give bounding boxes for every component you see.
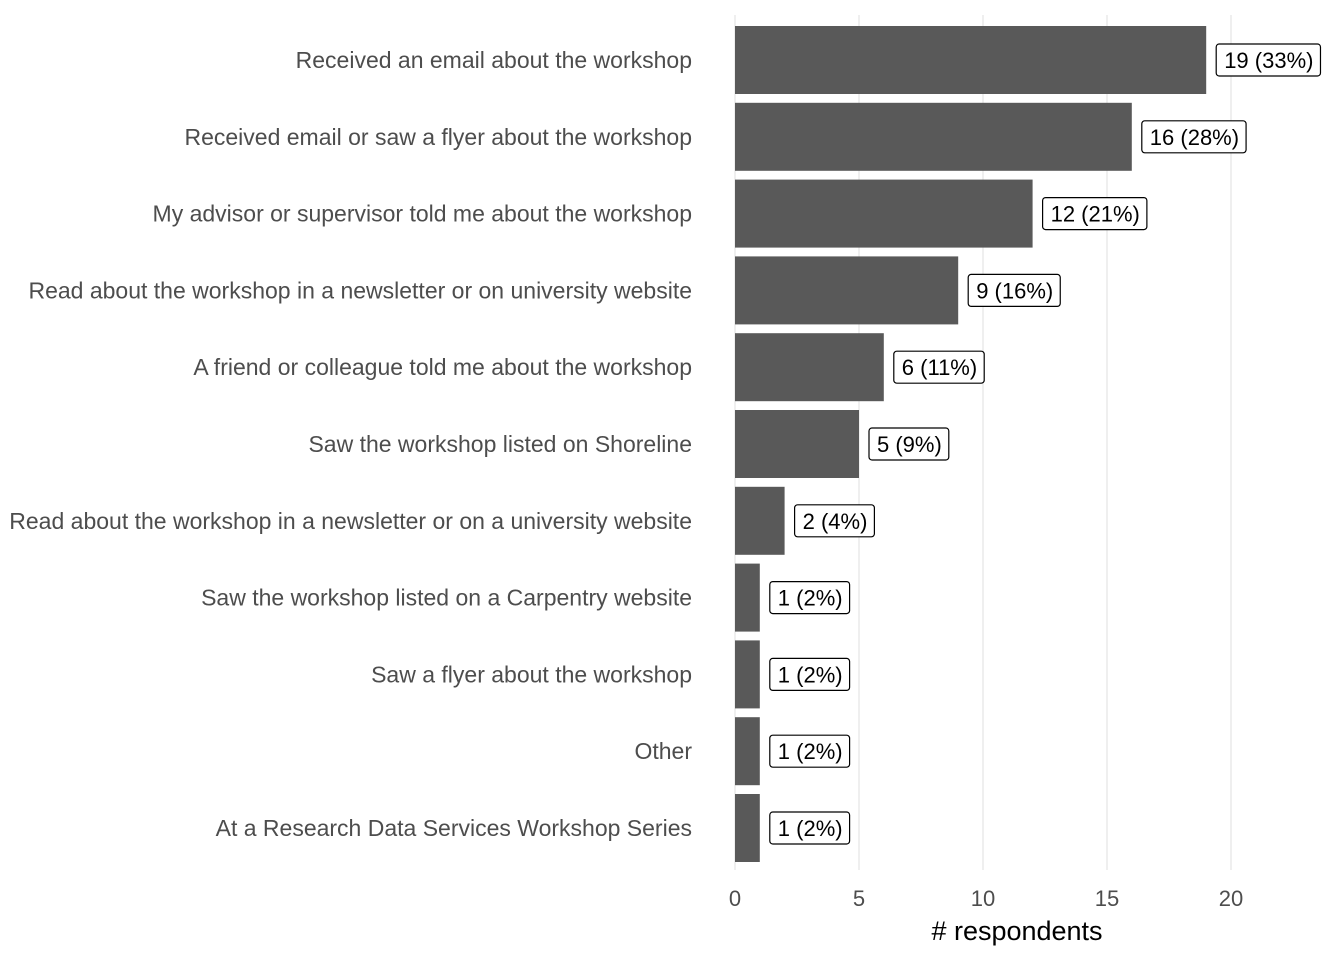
category-label: Received email or saw a flyer about the … xyxy=(184,124,692,150)
x-tick-labels: 0 5 10 15 20 xyxy=(729,886,1243,911)
category-label: Saw the workshop listed on Shoreline xyxy=(308,431,692,457)
bar xyxy=(735,333,884,402)
bar xyxy=(735,717,760,786)
category-label: Received an email about the workshop xyxy=(296,47,692,73)
data-label: 6 (11%) xyxy=(902,355,977,380)
data-label-box xyxy=(868,427,950,461)
x-tick-label: 0 xyxy=(729,886,741,911)
data-label: 1 (2%) xyxy=(778,816,843,841)
data-label-group: 2 (4%) xyxy=(793,504,875,538)
bar xyxy=(735,26,1207,94)
category-label: At a Research Data Services Workshop Ser… xyxy=(216,815,692,841)
data-label: 2 (4%) xyxy=(803,509,868,534)
data-label: 1 (2%) xyxy=(778,662,843,687)
data-label-box xyxy=(1215,43,1322,77)
data-label-group: 16 (28%) xyxy=(1141,120,1247,154)
data-label-group: 5 (9%) xyxy=(868,427,950,461)
data-label: 5 (9%) xyxy=(877,432,942,457)
bar xyxy=(735,256,959,325)
data-label-box xyxy=(793,504,875,538)
data-label-group: 1 (2%) xyxy=(769,580,851,615)
data-label-box xyxy=(769,657,851,692)
category-label: Read about the workshop in a newsletter … xyxy=(9,508,692,534)
bar xyxy=(735,102,1132,171)
data-label: 19 (33%) xyxy=(1224,48,1313,73)
data-label-box xyxy=(1141,120,1247,154)
data-label-group: 6 (11%) xyxy=(893,350,985,384)
bar xyxy=(735,640,760,709)
bars xyxy=(735,26,1207,862)
category-label: Saw the workshop listed on a Carpentry w… xyxy=(201,585,692,611)
category-label: A friend or colleague told me about the … xyxy=(193,354,692,380)
data-label-group: 19 (33%) xyxy=(1215,43,1322,77)
data-label-box xyxy=(769,811,851,845)
data-label-group: 1 (2%) xyxy=(769,657,851,692)
data-label-group: 1 (2%) xyxy=(769,734,851,768)
category-labels: Received an email about the workshop Rece… xyxy=(9,47,692,841)
bar xyxy=(735,486,785,555)
x-axis-title: # respondents xyxy=(931,916,1102,946)
data-labels: 19 (33%) 16 (28%) 12 (21%) 9 (16%) 6 (11%) 5 … xyxy=(769,43,1322,845)
data-label-box xyxy=(1041,197,1148,231)
data-label-box xyxy=(769,580,851,615)
bar xyxy=(735,794,760,862)
data-label-group: 1 (2%) xyxy=(769,811,851,845)
x-tick-label: 5 xyxy=(853,886,865,911)
category-label: Read about the workshop in a newsletter … xyxy=(28,277,692,303)
x-tick-label: 15 xyxy=(1095,886,1119,911)
data-label: 9 (16%) xyxy=(976,278,1053,303)
x-tick-label: 20 xyxy=(1219,886,1243,911)
data-label-box xyxy=(967,273,1061,307)
data-label: 1 (2%) xyxy=(778,739,843,764)
x-tick-label: 10 xyxy=(971,886,995,911)
data-label-box xyxy=(769,734,851,768)
category-label: My advisor or supervisor told me about t… xyxy=(153,201,692,227)
bar xyxy=(735,179,1033,248)
bar xyxy=(735,563,760,632)
data-label: 16 (28%) xyxy=(1150,125,1239,150)
data-label: 12 (21%) xyxy=(1051,202,1140,227)
data-label-box xyxy=(893,350,985,384)
data-label-group: 12 (21%) xyxy=(1041,197,1148,231)
data-label-group: 9 (16%) xyxy=(967,273,1061,307)
category-label: Other xyxy=(634,738,692,764)
data-label: 1 (2%) xyxy=(778,586,843,611)
category-label: Saw a flyer about the workshop xyxy=(371,661,692,687)
bar xyxy=(735,410,859,478)
